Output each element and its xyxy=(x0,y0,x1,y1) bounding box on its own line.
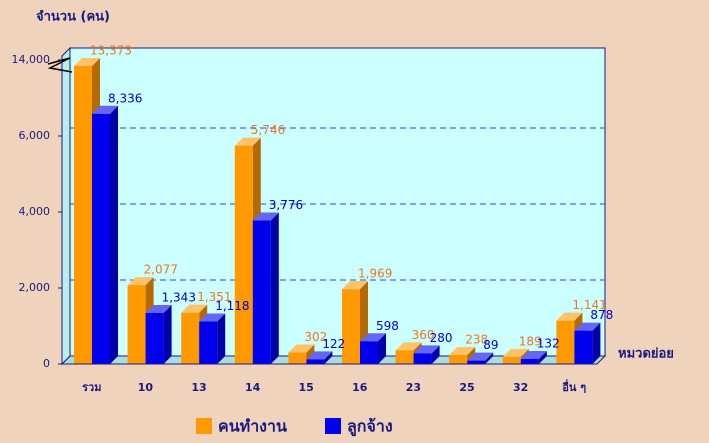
bar xyxy=(467,360,486,364)
bars xyxy=(74,57,601,365)
x-tick-label: 14 xyxy=(245,381,261,394)
legend: คนทำงาน ลูกจ้าง xyxy=(196,417,393,438)
value-label: 13,373 xyxy=(90,43,132,57)
bar xyxy=(556,320,575,364)
bar-side xyxy=(163,304,172,364)
x-tick-label: อื่น ๆ xyxy=(562,379,586,394)
legend-label: ลูกจ้าง xyxy=(347,417,393,438)
bar xyxy=(127,285,146,364)
value-label: 122 xyxy=(322,337,345,351)
x-axis-label: หมวดย่อย xyxy=(618,347,674,362)
axis-break xyxy=(47,57,73,73)
value-label: 878 xyxy=(590,308,613,322)
bar xyxy=(520,358,539,364)
value-label: 3,776 xyxy=(269,198,303,212)
bar xyxy=(395,350,414,364)
bar-top xyxy=(181,304,208,313)
bar-side xyxy=(270,212,279,364)
bar-side xyxy=(538,350,547,364)
value-label: 280 xyxy=(430,331,453,345)
value-label: 5,746 xyxy=(251,123,285,137)
bar-side xyxy=(592,322,601,364)
x-tick-label: 23 xyxy=(406,381,421,394)
bar xyxy=(234,145,253,364)
legend-label: คนทำงาน xyxy=(218,417,287,436)
legend-swatch xyxy=(196,418,212,434)
value-label: 1,141 xyxy=(572,298,606,312)
value-label: 302 xyxy=(304,330,327,344)
value-label: 89 xyxy=(483,338,498,352)
bar-top xyxy=(92,105,118,114)
value-label: 189 xyxy=(519,334,542,348)
bar-side xyxy=(485,352,494,364)
bar-top xyxy=(556,312,583,321)
bar xyxy=(360,341,378,364)
value-label: 598 xyxy=(376,319,399,333)
y-tick-label: 14,000 xyxy=(12,53,51,66)
bar xyxy=(449,354,468,364)
x-tick-label: 16 xyxy=(352,381,368,394)
y-tick-label: 2,000 xyxy=(19,281,51,294)
x-tick-label: 13 xyxy=(191,381,206,394)
bar xyxy=(92,113,110,364)
bar xyxy=(74,65,92,365)
bar-top xyxy=(467,352,494,361)
bar-top xyxy=(574,322,601,331)
bar-side xyxy=(110,105,118,365)
value-label: 1,118 xyxy=(215,299,249,313)
y-tick-label: 4,000 xyxy=(19,205,51,218)
bar-top xyxy=(288,344,315,353)
grid xyxy=(70,127,605,281)
y-tick-label: 0 xyxy=(43,357,50,370)
side-wall xyxy=(61,46,71,366)
value-label: 1,351 xyxy=(197,290,231,304)
legend-swatch xyxy=(325,418,341,434)
bar-top xyxy=(74,57,100,66)
y-axis-label: จำนวน (คน) xyxy=(36,9,110,25)
bar xyxy=(181,312,200,364)
bar-top xyxy=(502,348,529,357)
bar-top xyxy=(449,346,476,355)
value-label: 1,343 xyxy=(162,290,196,304)
bar-top xyxy=(395,342,422,351)
value-label: 8,336 xyxy=(108,91,142,105)
bar-top xyxy=(520,350,547,359)
bar-top xyxy=(360,333,386,342)
bar-side xyxy=(217,313,226,364)
bar-side xyxy=(378,333,386,364)
bar xyxy=(199,321,218,364)
value-label: 132 xyxy=(537,336,560,350)
bar xyxy=(252,220,271,364)
bar-top xyxy=(234,137,261,146)
bar-top xyxy=(127,277,154,286)
x-tick-label: 10 xyxy=(138,381,154,394)
value-label: 1,969 xyxy=(358,267,392,281)
bar-top xyxy=(145,304,172,313)
bar-top xyxy=(413,345,440,354)
value-label: 2,077 xyxy=(144,263,178,277)
bar-top xyxy=(306,351,333,360)
bar xyxy=(342,289,360,364)
bar-side xyxy=(431,345,440,364)
bar xyxy=(288,352,307,364)
x-tick-label: 15 xyxy=(299,381,314,394)
bar-top xyxy=(342,281,368,290)
value-label: 238 xyxy=(465,332,488,346)
bar-side xyxy=(324,351,333,364)
bar xyxy=(502,356,521,364)
value-label: 360 xyxy=(412,328,435,342)
bar-top xyxy=(252,212,279,221)
bar xyxy=(145,312,164,364)
bar xyxy=(306,359,325,364)
bar xyxy=(413,353,432,364)
bar-top xyxy=(199,313,226,322)
x-tick-label: 32 xyxy=(513,381,528,394)
x-tick-label: รวม xyxy=(82,381,101,394)
x-tick-label: 25 xyxy=(459,381,474,394)
y-tick-label: 6,000 xyxy=(19,129,51,142)
bar xyxy=(574,330,593,364)
